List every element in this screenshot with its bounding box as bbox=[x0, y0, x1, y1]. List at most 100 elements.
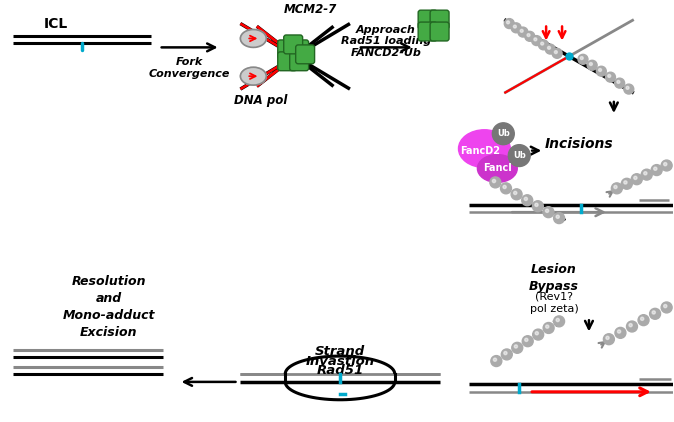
Circle shape bbox=[652, 311, 655, 314]
Circle shape bbox=[603, 334, 615, 345]
Circle shape bbox=[545, 44, 555, 54]
Text: Fork: Fork bbox=[176, 57, 204, 67]
Circle shape bbox=[654, 167, 657, 170]
Text: Resolution
and
Mono-adduct
Excision: Resolution and Mono-adduct Excision bbox=[63, 276, 155, 339]
Circle shape bbox=[546, 325, 549, 328]
Circle shape bbox=[641, 169, 652, 180]
Circle shape bbox=[587, 60, 597, 70]
Circle shape bbox=[535, 332, 539, 335]
Circle shape bbox=[514, 191, 517, 195]
Circle shape bbox=[532, 201, 543, 212]
Circle shape bbox=[605, 72, 615, 82]
Circle shape bbox=[520, 30, 523, 32]
Ellipse shape bbox=[458, 130, 510, 168]
FancyBboxPatch shape bbox=[278, 40, 297, 59]
Circle shape bbox=[580, 57, 583, 60]
Circle shape bbox=[651, 165, 662, 176]
Circle shape bbox=[661, 160, 672, 171]
Text: Ub: Ub bbox=[513, 151, 526, 160]
Circle shape bbox=[611, 183, 622, 194]
Text: FANCD2-Ub: FANCD2-Ub bbox=[350, 49, 421, 58]
Circle shape bbox=[664, 162, 667, 166]
Circle shape bbox=[615, 327, 626, 338]
Circle shape bbox=[501, 183, 512, 194]
Circle shape bbox=[617, 330, 621, 333]
Circle shape bbox=[627, 321, 638, 332]
FancyBboxPatch shape bbox=[290, 52, 309, 71]
Circle shape bbox=[578, 54, 588, 64]
Circle shape bbox=[624, 181, 627, 184]
Circle shape bbox=[621, 179, 632, 189]
Circle shape bbox=[644, 172, 647, 175]
Circle shape bbox=[632, 174, 642, 185]
Circle shape bbox=[556, 215, 559, 219]
Circle shape bbox=[514, 25, 516, 28]
FancyBboxPatch shape bbox=[278, 52, 297, 71]
Circle shape bbox=[534, 38, 537, 41]
Circle shape bbox=[596, 66, 607, 76]
Circle shape bbox=[615, 78, 625, 88]
Circle shape bbox=[504, 19, 514, 29]
Text: Lesion
Bypass: Lesion Bypass bbox=[529, 262, 579, 293]
Circle shape bbox=[522, 336, 533, 346]
Circle shape bbox=[617, 81, 620, 84]
Circle shape bbox=[614, 185, 617, 189]
Text: Incisions: Incisions bbox=[545, 137, 613, 151]
Circle shape bbox=[650, 308, 661, 319]
Circle shape bbox=[511, 189, 522, 200]
Circle shape bbox=[553, 316, 565, 327]
Circle shape bbox=[638, 315, 649, 326]
Text: Strand: Strand bbox=[315, 345, 365, 357]
FancyBboxPatch shape bbox=[418, 10, 437, 29]
Text: Rad51 loading: Rad51 loading bbox=[340, 36, 431, 46]
Circle shape bbox=[532, 35, 542, 46]
Text: Rad51: Rad51 bbox=[316, 365, 363, 378]
Text: FancI: FancI bbox=[483, 163, 512, 173]
Text: Convergence: Convergence bbox=[149, 69, 231, 79]
Circle shape bbox=[554, 51, 557, 54]
Circle shape bbox=[608, 74, 611, 77]
Circle shape bbox=[553, 213, 565, 224]
Circle shape bbox=[532, 329, 544, 340]
Circle shape bbox=[543, 322, 554, 333]
Circle shape bbox=[507, 21, 510, 24]
FancyBboxPatch shape bbox=[430, 22, 449, 41]
Ellipse shape bbox=[477, 154, 517, 182]
Text: MCM2-7: MCM2-7 bbox=[284, 3, 337, 16]
Circle shape bbox=[524, 338, 528, 341]
Circle shape bbox=[491, 356, 502, 367]
Circle shape bbox=[545, 209, 549, 212]
Circle shape bbox=[493, 358, 497, 361]
Ellipse shape bbox=[241, 67, 266, 85]
FancyBboxPatch shape bbox=[418, 22, 437, 41]
Circle shape bbox=[624, 84, 634, 94]
Circle shape bbox=[503, 352, 507, 355]
Circle shape bbox=[512, 342, 523, 353]
Circle shape bbox=[606, 336, 609, 339]
Circle shape bbox=[661, 302, 672, 313]
Circle shape bbox=[664, 304, 667, 308]
Circle shape bbox=[493, 123, 514, 145]
Circle shape bbox=[634, 176, 637, 179]
Circle shape bbox=[501, 349, 512, 360]
Circle shape bbox=[522, 195, 532, 206]
Circle shape bbox=[589, 62, 592, 65]
Circle shape bbox=[490, 177, 501, 188]
Circle shape bbox=[524, 197, 528, 200]
FancyBboxPatch shape bbox=[284, 35, 303, 54]
Ellipse shape bbox=[241, 30, 266, 47]
Circle shape bbox=[552, 49, 562, 58]
Text: Approach: Approach bbox=[356, 24, 416, 35]
Circle shape bbox=[508, 145, 530, 167]
Circle shape bbox=[511, 23, 521, 33]
Text: (Rev1?
pol zeta): (Rev1? pol zeta) bbox=[530, 291, 578, 314]
Circle shape bbox=[599, 68, 602, 71]
Circle shape bbox=[547, 46, 551, 49]
Text: ICL: ICL bbox=[44, 16, 68, 30]
FancyBboxPatch shape bbox=[296, 45, 315, 64]
Circle shape bbox=[539, 40, 549, 50]
Circle shape bbox=[518, 27, 528, 37]
FancyBboxPatch shape bbox=[430, 10, 449, 29]
Text: Ub: Ub bbox=[497, 129, 510, 138]
Circle shape bbox=[543, 207, 554, 218]
